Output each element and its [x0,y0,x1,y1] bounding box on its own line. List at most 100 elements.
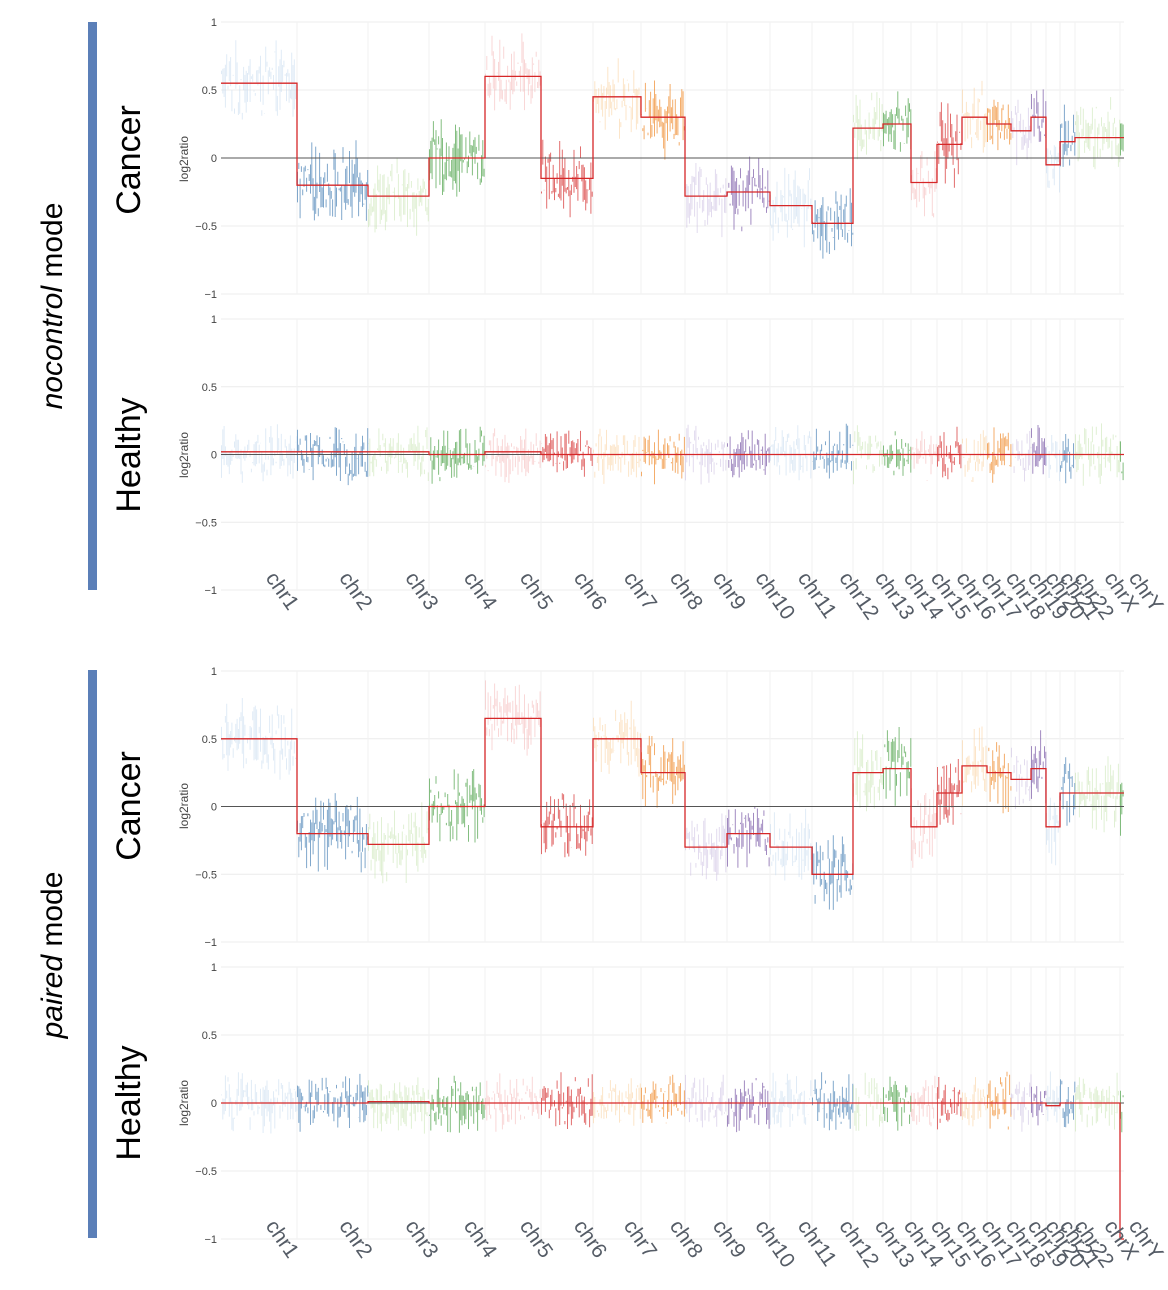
bins-chr6 [541,1072,593,1129]
bins-chr18 [987,427,1012,483]
bins-chr3 [368,158,429,236]
bins-chr7 [593,700,641,777]
bins-chr12 [812,1072,854,1131]
bins-chr8 [641,1074,685,1124]
bins-chr12 [812,423,854,479]
x-tick-chr6: chr6 [569,568,611,615]
bins-chr16 [937,426,962,480]
bins-chr13 [853,731,883,812]
bins-chr8 [641,80,685,160]
y-tick-label: 0.5 [202,1030,217,1042]
bins-chr10 [727,156,770,232]
bins-chr14 [883,727,912,806]
plot-nocontrol-healthy: 1 0.5 0 −0.5 −1 [195,314,1124,597]
plot-paired-healthy: 1 0.5 0 −0.5 −1 [195,962,1124,1246]
y-axis-title-nocontrol-healthy: log2ratio [177,432,191,478]
bins-chr18 [987,99,1012,151]
bins-chr11 [770,425,812,481]
y-tick-label: −0.5 [195,517,217,529]
bins-chr15 [911,431,937,481]
bins-chr20 [1031,425,1047,475]
bins-chr5 [485,1073,541,1132]
x-tick-chr7: chr7 [619,568,661,615]
bins-chr12 [812,835,854,910]
condition-label-nocontrol-healthy: Healthy [110,397,148,512]
x-tick-chr10: chr10 [750,1216,799,1272]
bins-chrX [1075,1072,1121,1132]
x-tick-chr5: chr5 [515,568,557,615]
bins-chr13 [853,92,883,160]
x-axis-chromosomes-paired: chr1 chr2 chr3 chr4 chr5 chr6 chr7 chr8 chr9 chr1… [261,1216,1168,1272]
x-tick-chr2: chr2 [334,568,376,615]
bins-chr14 [883,431,912,476]
x-tick-chr10: chr10 [750,568,799,624]
bins-chr3 [368,425,429,481]
bins-chr2 [297,793,369,873]
bins-chr19 [1011,431,1032,482]
x-tick-chr11: chr11 [793,1216,841,1271]
bins-chr18 [987,1071,1012,1130]
bins-chr17 [962,80,987,153]
bins-chr16 [937,759,962,825]
y-tick-label: −0.5 [195,869,217,881]
y-tick-label: −1 [204,585,217,597]
bins-chr22 [1060,434,1076,484]
y-tick-label: 0.5 [202,734,217,746]
bins-chr11 [770,167,812,248]
bins-chr21 [1046,145,1060,193]
bins-chr3 [368,802,429,884]
x-tick-chr3: chr3 [400,568,442,615]
bins-chr13 [853,425,883,485]
x-tick-chr4: chr4 [459,568,501,615]
bins-chr5 [485,33,541,111]
bins-chrY [1120,123,1124,156]
bins-chr7 [593,58,641,139]
bins-chr15 [911,788,937,868]
bins-chr6 [541,139,593,218]
bins-chr1 [221,40,298,120]
bins-chrY [1120,782,1124,836]
x-tick-chr11: chr11 [793,568,841,623]
y-tick-label: 0.5 [202,382,217,394]
mode-label-paired: paired mode [36,872,69,1040]
bins-chr7 [593,428,641,484]
bins-chr6 [541,793,593,858]
bins-chrX [1075,756,1121,833]
y-tick-label: −0.5 [195,1166,217,1178]
bins-chr11 [770,1072,812,1128]
bins-chr7 [593,1078,641,1126]
y-tick-label: 1 [211,962,217,974]
bins-chr20 [1031,1086,1047,1126]
condition-label-paired-cancer: Cancer [110,751,148,861]
segment-line [221,717,1124,875]
x-tick-chr8: chr8 [665,568,707,615]
bins-chr20 [1031,730,1047,804]
plot-paired-cancer: 1 0.5 0 −0.5 −1 [195,666,1124,949]
bins-chr9 [685,1074,727,1128]
bins-chrX [1075,97,1121,170]
segment-line [221,75,1124,224]
segment-line [221,451,1124,456]
bins-chr22 [1060,1079,1076,1128]
y-tick-label: 1 [211,17,217,29]
y-axis-title-nocontrol-cancer: log2ratio [177,136,191,182]
bins-chr2 [297,140,369,221]
bins-chr4 [429,426,485,484]
bins-chr21 [1046,435,1060,482]
bins-chr17 [962,1077,987,1127]
bins-chr19 [1011,1074,1032,1132]
condition-label-nocontrol-cancer: Cancer [110,105,148,215]
y-axis-title-paired-healthy: log2ratio [177,1080,191,1126]
y-axis-title-paired-cancer: log2ratio [177,783,191,829]
bins-chr11 [770,808,812,881]
y-tick-label: 0 [211,802,217,814]
bins-chr1 [221,424,298,483]
bins-chr6 [541,430,593,477]
bins-chr19 [1011,99,1032,166]
bins-chr12 [812,188,854,259]
mode-bar-paired [88,670,97,1238]
y-tick-label: 0.5 [202,85,217,97]
y-tick-label: −1 [204,937,217,949]
mode-bar-nocontrol [88,22,97,590]
bins-chr22 [1060,757,1076,826]
